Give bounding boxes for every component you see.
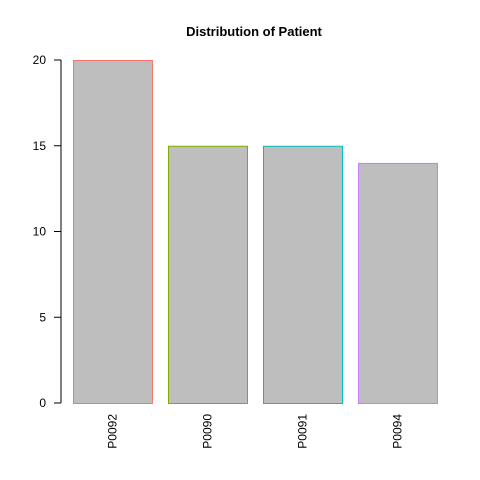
bar-p0092	[73, 60, 153, 404]
x-tick-label: P0092	[106, 414, 120, 449]
y-tick-label: 0	[39, 396, 46, 410]
bar-p0091	[263, 145, 343, 404]
bar-p0090	[168, 145, 248, 404]
bars	[73, 60, 438, 404]
x-tick-label: P0090	[201, 414, 215, 449]
x-tick-label: P0091	[296, 414, 310, 449]
x-tick-label: P0094	[391, 414, 405, 449]
y-tick-label: 5	[39, 310, 46, 324]
bar-p0094	[358, 162, 438, 404]
chart-title: Distribution of Patient	[186, 24, 322, 39]
x-axis-labels: P0092 P0090 P0091 P0094	[106, 414, 405, 449]
y-tick-label: 10	[33, 225, 47, 239]
y-tick-label: 20	[33, 53, 47, 67]
y-tick-label: 15	[33, 139, 47, 153]
y-axis: 0 5 10 15 20	[33, 53, 62, 410]
